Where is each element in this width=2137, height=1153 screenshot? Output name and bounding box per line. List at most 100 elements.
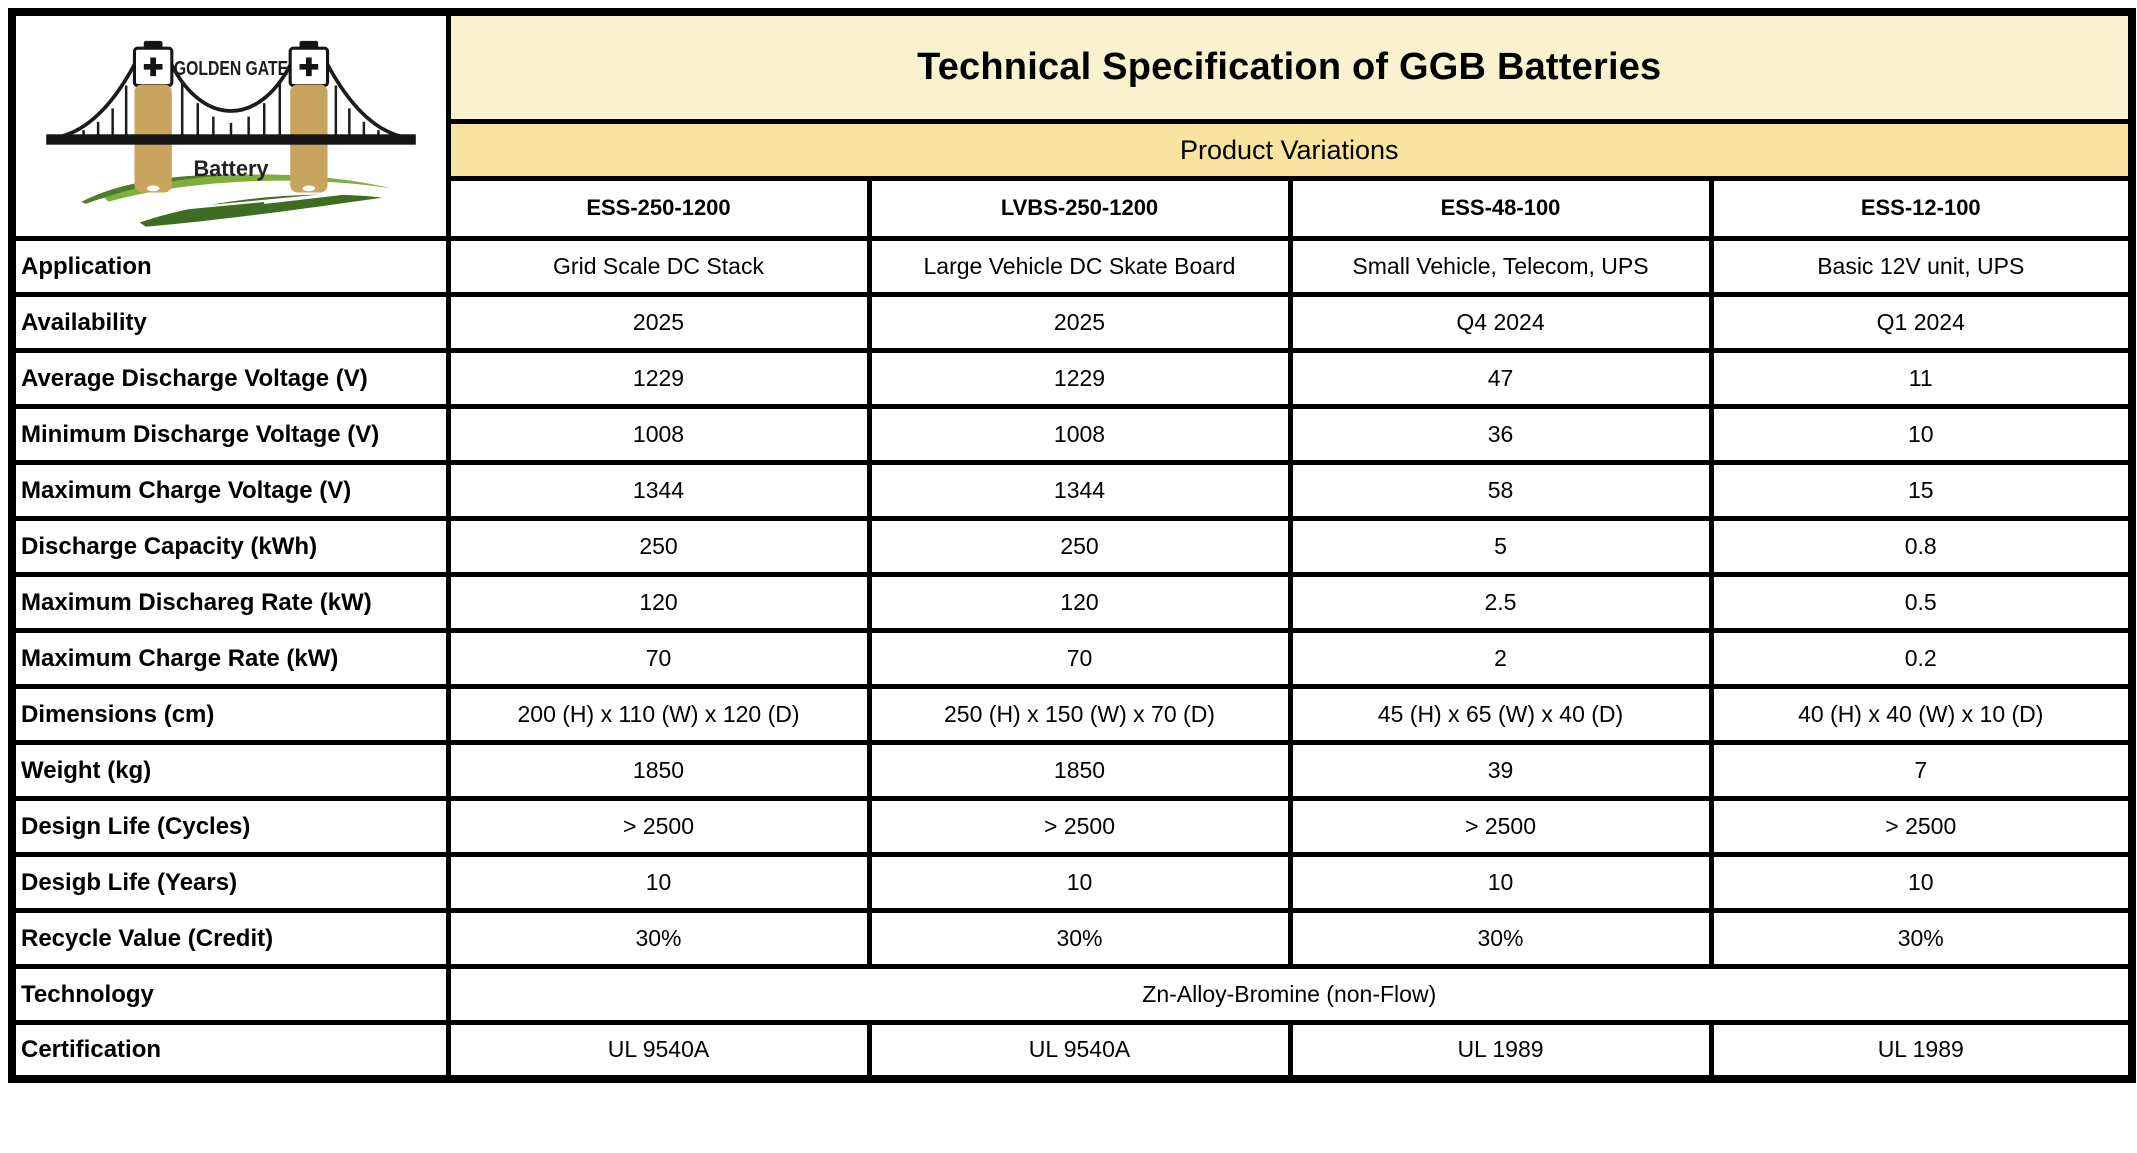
spec-row-design-life-cycles: Design Life (Cycles) > 2500 > 2500 > 250…: [9, 796, 2135, 857]
spec-value: 10: [1287, 852, 1714, 913]
spec-value: 0.5: [1708, 572, 2135, 633]
spec-value: 250: [866, 516, 1293, 577]
spec-value: 1850: [866, 740, 1293, 801]
spec-row-dimensions: Dimensions (cm) 200 (H) x 110 (W) x 120 …: [9, 684, 2135, 745]
spec-value: 39: [1287, 740, 1714, 801]
spec-row-recycle-value: Recycle Value (Credit) 30% 30% 30% 30%: [9, 908, 2135, 969]
spec-value: 70: [445, 628, 872, 689]
spec-value: 10: [445, 852, 872, 913]
spec-value: 10: [1708, 404, 2135, 465]
spec-value-technology: Zn-Alloy-Bromine (non-Flow): [445, 964, 2135, 1025]
spec-value: 10: [866, 852, 1293, 913]
spec-row-maximum-discharge-rate: Maximum Dischareg Rate (kW) 120 120 2.5 …: [9, 572, 2135, 633]
grass-graphic: [81, 174, 391, 227]
product-column-header-ess-48-100: ESS-48-100: [1287, 175, 1714, 242]
row-label: Minimum Discharge Voltage (V): [9, 404, 451, 465]
spec-value: 2.5: [1287, 572, 1714, 633]
spec-value: 120: [445, 572, 872, 633]
spec-value: 15: [1708, 460, 2135, 521]
row-label: Availability: [9, 292, 451, 353]
spec-value: Q4 2024: [1287, 292, 1714, 353]
spec-value: Small Vehicle, Telecom, UPS: [1287, 236, 1714, 297]
spec-value: 0.2: [1708, 628, 2135, 689]
page-title: Technical Specification of GGB Batteries: [445, 9, 2135, 125]
spec-value: UL 1989: [1708, 1020, 2135, 1081]
row-label: Technology: [9, 964, 451, 1025]
spec-value: 36: [1287, 404, 1714, 465]
spec-row-minimum-discharge-voltage: Minimum Discharge Voltage (V) 1008 1008 …: [9, 404, 2135, 465]
battery-tower-left: [132, 40, 174, 193]
spec-value: 1850: [445, 740, 872, 801]
bridge-deck-graphic: [45, 134, 416, 145]
battery-tower-right: [288, 40, 329, 193]
spec-value: 1344: [445, 460, 872, 521]
spec-value: 7: [1708, 740, 2135, 801]
spec-value: 2025: [866, 292, 1293, 353]
logo-battery-text: Battery: [193, 156, 268, 181]
row-label: Maximum Dischareg Rate (kW): [9, 572, 451, 633]
spec-row-technology: Technology Zn-Alloy-Bromine (non-Flow): [9, 964, 2135, 1025]
row-label: Average Discharge Voltage (V): [9, 348, 451, 409]
spec-value: 30%: [445, 908, 872, 969]
spec-value: 1008: [445, 404, 872, 465]
product-column-header-ess-12-100: ESS-12-100: [1708, 175, 2135, 242]
row-label: Maximum Charge Voltage (V): [9, 460, 451, 521]
spec-value: 47: [1287, 348, 1714, 409]
spec-value: 120: [866, 572, 1293, 633]
spec-value: UL 1989: [1287, 1020, 1714, 1081]
spec-value: Q1 2024: [1708, 292, 2135, 353]
spec-value: 1008: [866, 404, 1293, 465]
spec-row-certification: Certification UL 9540A UL 9540A UL 1989 …: [9, 1020, 2135, 1081]
spec-value: Large Vehicle DC Skate Board: [866, 236, 1293, 297]
row-label: Recycle Value (Credit): [9, 908, 451, 969]
spec-value: > 2500: [866, 796, 1293, 857]
logo-brand-text: GOLDEN GATE: [174, 57, 288, 80]
spec-value: 30%: [866, 908, 1293, 969]
row-label: Application: [9, 236, 451, 297]
spec-value: > 2500: [1708, 796, 2135, 857]
spec-sheet: GOLDEN GATE Battery Technical Specificat…: [0, 8, 2137, 1153]
row-label: Weight (kg): [9, 740, 451, 801]
spec-value: 2025: [445, 292, 872, 353]
spec-value: Basic 12V unit, UPS: [1708, 236, 2135, 297]
spec-row-design-life-years: Desigb Life (Years) 10 10 10 10: [9, 852, 2135, 913]
row-label: Certification: [9, 1020, 451, 1081]
product-column-header-lvbs-250-1200: LVBS-250-1200: [866, 175, 1293, 242]
product-variations-header: Product Variations: [445, 119, 2135, 181]
spec-row-availability: Availability 2025 2025 Q4 2024 Q1 2024: [9, 292, 2135, 353]
row-label: Design Life (Cycles): [9, 796, 451, 857]
subtitle-row: Product Variations: [12, 119, 2135, 181]
row-label: Dimensions (cm): [9, 684, 451, 745]
spec-value: 200 (H) x 110 (W) x 120 (D): [445, 684, 872, 745]
spec-value: 1229: [445, 348, 872, 409]
spec-value: 250: [445, 516, 872, 577]
logo-cell: GOLDEN GATE Battery: [9, 9, 451, 241]
spec-value: 0.8: [1708, 516, 2135, 577]
row-label: Desigb Life (Years): [9, 852, 451, 913]
golden-gate-battery-logo: GOLDEN GATE Battery: [45, 40, 416, 227]
spec-value: 40 (H) x 40 (W) x 10 (D): [1708, 684, 2135, 745]
spec-value: 2: [1287, 628, 1714, 689]
spec-value: 1344: [866, 460, 1293, 521]
spec-value: 11: [1708, 348, 2135, 409]
spec-table: GOLDEN GATE Battery Technical Specificat…: [8, 8, 2136, 1083]
spec-row-maximum-charge-rate: Maximum Charge Rate (kW) 70 70 2 0.2: [9, 628, 2135, 689]
spec-row-discharge-capacity: Discharge Capacity (kWh) 250 250 5 0.8: [9, 516, 2135, 577]
spec-row-application: Application Grid Scale DC Stack Large Ve…: [9, 236, 2135, 297]
spec-value: 30%: [1708, 908, 2135, 969]
spec-value: > 2500: [1287, 796, 1714, 857]
product-header-row: ESS-250-1200 LVBS-250-1200 ESS-48-100 ES…: [12, 175, 2135, 242]
spec-value: > 2500: [445, 796, 872, 857]
spec-value: 58: [1287, 460, 1714, 521]
spec-value: 70: [866, 628, 1293, 689]
row-label: Discharge Capacity (kWh): [9, 516, 451, 577]
spec-value: 45 (H) x 65 (W) x 40 (D): [1287, 684, 1714, 745]
spec-value: UL 9540A: [445, 1020, 872, 1081]
product-column-header-ess-250-1200: ESS-250-1200: [445, 175, 872, 242]
spec-value: 10: [1708, 852, 2135, 913]
spec-value: 250 (H) x 150 (W) x 70 (D): [866, 684, 1293, 745]
row-label: Maximum Charge Rate (kW): [9, 628, 451, 689]
spec-value: 5: [1287, 516, 1714, 577]
spec-row-maximum-charge-voltage: Maximum Charge Voltage (V) 1344 1344 58 …: [9, 460, 2135, 521]
spec-row-weight: Weight (kg) 1850 1850 39 7: [9, 740, 2135, 801]
